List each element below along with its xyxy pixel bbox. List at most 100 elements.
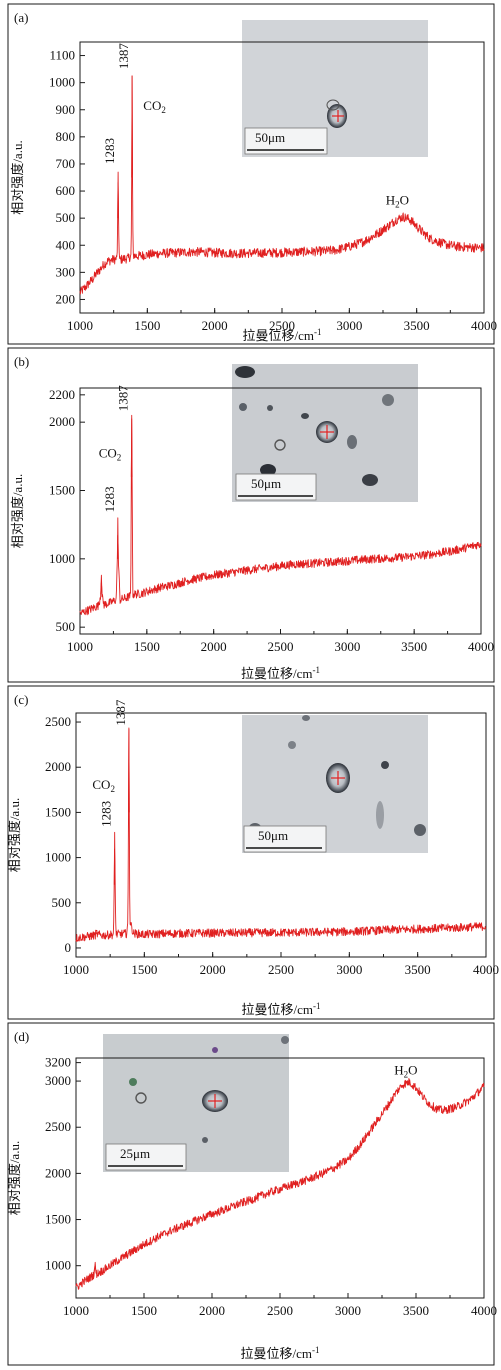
peak-label: 1387 [116,385,131,412]
panel-b-label: (b) [14,354,29,369]
y-tick-label: 1000 [49,551,75,566]
y-tick-label: 800 [56,129,76,144]
y-tick-label: 600 [56,183,76,198]
x-axis-label: 拉曼位移/cm-1 [242,1001,321,1017]
y-tick-label: 1500 [45,1212,71,1227]
panel-c-label: (c) [14,692,28,707]
y-tick-label: 500 [56,619,76,634]
x-tick-label: 3500 [405,962,431,977]
panel-d-plot: 1000 1500 2000 2500 3000 3500 4000 1000 1500 2000… [7,1055,497,1361]
x-tick-label: 3500 [404,318,430,333]
panel-b-scale-label: 50μm [251,476,281,491]
x-tick-label: 1500 [131,962,157,977]
x-tick-label: 4000 [471,318,497,333]
y-tick-label: 300 [56,264,76,279]
x-tick-label: 2500 [268,639,294,654]
panel-d-scale-label: 25μm [120,1146,150,1161]
panel-b-inset: 50μm [232,364,418,502]
spectrum-peak [117,171,119,219]
y-tick-label: 2200 [49,387,75,402]
y-tick-label: 3200 [45,1055,71,1070]
x-tick-label: 4000 [471,1303,497,1318]
x-tick-label: 1000 [67,639,93,654]
spectrum-peak [93,1264,97,1275]
x-axis-label: 拉曼位移/cm-1 [243,327,322,343]
x-tick-label: 1500 [134,318,160,333]
panel-c-inset: 50μm [242,715,428,853]
x-tick-label: 3000 [335,1303,361,1318]
spectrum-peak [116,517,119,559]
x-tick-label: 2500 [267,1303,293,1318]
species-label: H2O [394,1063,417,1080]
spectrum-line [79,418,482,616]
y-tick-label: 2000 [49,414,75,429]
y-tick-label: 1100 [49,48,75,63]
species-label: CO2 [99,446,122,463]
x-tick-label: 2000 [202,318,228,333]
y-tick-label: 400 [56,237,76,252]
y-axis-label: 相对强度/a.u. [7,1141,22,1215]
peak-label: 1387 [113,699,128,726]
spectrum-peak [94,932,99,936]
y-tick-label: 1000 [45,850,71,865]
species-label: CO2 [143,98,166,115]
spectrum-peak [131,75,133,178]
x-tick-label: 2000 [201,639,227,654]
y-tick-label: 200 [56,291,76,306]
peak-label: 1387 [116,43,131,70]
panel-b-plot: 1000 1500 2000 2500 3000 3500 4000 500 1000 1500 2… [10,385,494,681]
panel-a-plot: 1000 1500 2000 2500 3000 3500 4000 200 300 400 500… [10,41,497,343]
species-label: CO2 [92,777,115,794]
panel-d-label: (d) [14,1029,29,1044]
x-tick-label: 3500 [401,639,427,654]
panel-a: (a) 50μm 1000 1500 2000 2500 3000 3500 4000 200… [7,3,497,345]
x-tick-label: 3500 [403,1303,429,1318]
y-tick-label: 0 [65,940,72,955]
spectrum-peak [113,831,116,885]
x-tick-label: 3000 [336,962,362,977]
panel-d-inset: 25μm [103,1034,289,1172]
y-axis-label: 相对强度/a.u. [7,798,22,872]
y-axis-label: 相对强度/a.u. [10,140,25,214]
x-tick-label: 4000 [473,962,499,977]
x-tick-label: 1000 [63,1303,89,1318]
x-tick-label: 2000 [200,962,226,977]
y-axis-label: 相对强度/a.u. [10,474,25,548]
x-tick-label: 4000 [468,639,494,654]
panel-c: (c) 50μm 1000 1500 2000 2500 3000 3500 4000 0 50… [7,685,499,1020]
panel-b: (b) 50μm 1000 1500 2000 2500 3000 3500 4000 500… [7,347,495,683]
y-tick-label: 500 [52,895,72,910]
x-tick-label: 1000 [63,962,89,977]
spectrum-line [79,75,485,295]
spectrum-peak [128,728,130,813]
panel-c-scale-label: 50μm [258,828,288,843]
x-tick-label: 2500 [268,962,294,977]
panel-a-scale-label: 50μm [255,130,285,145]
spectrum-line [75,1077,485,1290]
x-tick-label: 3000 [334,639,360,654]
x-tick-label: 1500 [134,639,160,654]
y-tick-label: 2000 [45,1165,71,1180]
y-tick-label: 1000 [49,75,75,90]
spectrum-line [75,727,487,942]
panel-d: (d) 25μm 1000 1500 2000 2500 3000 3500 4000100… [7,1022,497,1366]
y-tick-label: 900 [56,102,76,117]
x-tick-label: 2500 [269,318,295,333]
x-axis-label: 拉曼位移/cm-1 [241,1345,320,1361]
y-tick-label: 1500 [49,483,75,498]
y-tick-label: 2500 [45,1119,71,1134]
x-tick-label: 1500 [131,1303,157,1318]
x-axis-label: 拉曼位移/cm-1 [241,665,320,681]
panel-a-label: (a) [14,10,28,25]
panel-a-inset: 50μm [242,20,428,157]
panel-c-plot: 1000 1500 2000 2500 3000 3500 4000 0 500 1000 1500… [7,699,499,1017]
x-tick-label: 2000 [199,1303,225,1318]
peak-label: 1283 [99,801,114,827]
y-tick-label: 500 [56,210,76,225]
species-label: H2O [386,193,409,210]
peak-label: 1283 [102,138,117,164]
y-tick-label: 1500 [45,804,71,819]
y-tick-label: 2000 [45,759,71,774]
x-tick-label: 1000 [67,318,93,333]
